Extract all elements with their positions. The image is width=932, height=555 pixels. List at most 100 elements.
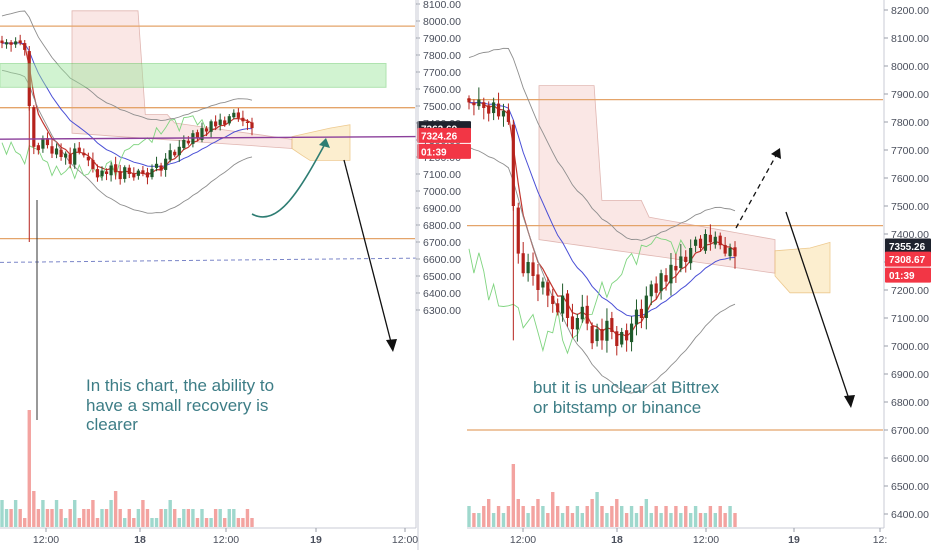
recovery-arrow-head	[319, 138, 330, 148]
volume-bar	[154, 518, 159, 527]
volume-bar	[63, 518, 68, 527]
volume-bar	[59, 509, 63, 527]
right-annotation-line-2: or bitstamp or binance	[533, 398, 701, 417]
cloud-yellow-area	[774, 241, 831, 294]
price-tick-label: 6600.00	[423, 254, 461, 266]
volume-bar	[41, 500, 45, 527]
candle-body	[95, 169, 100, 178]
price-tick-label: 7500.00	[891, 201, 929, 213]
down-arrow-line	[343, 159, 393, 347]
price-tick-label: 8000.00	[423, 16, 461, 28]
volume-bar	[27, 410, 31, 527]
candle-body	[634, 309, 639, 325]
volume-bar	[86, 509, 91, 527]
price-tick-label: 7100.00	[423, 169, 461, 181]
lagging-span	[1, 115, 207, 180]
left-candles	[0, 34, 254, 242]
candle-body	[14, 41, 18, 45]
candle-body	[585, 305, 589, 324]
volume-bar	[728, 506, 732, 527]
volume-bar	[241, 518, 245, 527]
volume-bar	[68, 509, 72, 527]
left-indicator-lines	[1, 10, 253, 214]
candle-body	[693, 239, 698, 246]
volume-bar	[82, 509, 86, 527]
candle-body	[209, 121, 213, 132]
volume-bar	[123, 518, 127, 527]
volume-bar	[526, 513, 530, 527]
price-tick-label: 8100.00	[891, 33, 929, 45]
price-tick-label: 6600.00	[891, 453, 929, 465]
volume-bar	[644, 499, 649, 527]
candle-body	[18, 40, 22, 44]
candle-body	[195, 132, 200, 139]
volume-bar	[91, 500, 95, 527]
volume-bar	[213, 509, 218, 527]
bollinger-upper	[1, 10, 253, 122]
candle-body	[86, 156, 90, 161]
time-tick-label: 19	[788, 534, 800, 546]
left-chart-panel[interactable]: In this chart, the ability to have a sma…	[0, 0, 417, 528]
left-time-axis[interactable]: 12:00 18 12:00 19 12:00	[0, 527, 418, 546]
volume-bar	[168, 500, 172, 527]
candle-body	[467, 98, 471, 103]
volume-bar	[9, 509, 13, 527]
down-arrow-head	[386, 339, 397, 352]
candle-body	[236, 112, 240, 118]
volume-bar	[232, 509, 236, 527]
volume-bar	[605, 513, 609, 527]
price-tick-label: 6700.00	[891, 425, 929, 437]
baseline-line	[1, 42, 252, 168]
price-tick-label: 6700.00	[423, 237, 461, 249]
candle-body	[200, 128, 204, 140]
candle-body	[59, 149, 63, 157]
right-chart-panel[interactable]: but it is unclear at Bittrex or bitstamp…	[467, 0, 885, 528]
price-tick-label: 6900.00	[891, 369, 929, 381]
volume-bar	[580, 513, 584, 527]
candle-body	[41, 138, 45, 149]
time-tick-label: 12:00	[510, 534, 536, 546]
volume-bar	[610, 506, 614, 527]
price-tick-label: 6300.00	[423, 305, 461, 317]
right-volume-bars	[467, 464, 737, 527]
candle-body	[501, 110, 506, 117]
left-annotation-line-1: In this chart, the ability to	[86, 376, 274, 395]
candle-body	[595, 329, 599, 342]
supply-zone-box	[0, 63, 387, 88]
candle-body	[713, 236, 717, 245]
purple-support-line	[0, 135, 417, 140]
volume-bar	[195, 518, 200, 527]
volume-bar	[127, 509, 131, 527]
candle-body	[659, 273, 663, 292]
price-tick-label: 6400.00	[423, 288, 461, 300]
volume-bar	[708, 506, 713, 527]
recovery-arrow-path	[251, 141, 327, 218]
candle-body	[610, 318, 614, 332]
time-tick-label: 19	[310, 534, 322, 546]
candle-body	[82, 152, 86, 156]
right-horizontal-levels	[467, 98, 883, 431]
volume-bar	[250, 518, 254, 527]
volume-bar	[634, 513, 639, 527]
right-time-axis[interactable]: 12:00 18 12:00 19 12:	[467, 527, 887, 546]
volume-bar	[536, 499, 540, 527]
candle-body	[649, 284, 653, 297]
price-tick-label: 8000.00	[891, 61, 929, 73]
candle-body	[214, 121, 218, 127]
price-tick-label: 6500.00	[423, 271, 461, 283]
candle-body	[708, 234, 712, 243]
candle-body	[551, 295, 555, 304]
price-tick-label: 7500.00	[423, 101, 461, 113]
volume-bar	[104, 509, 109, 527]
candle-body	[546, 282, 550, 296]
price-tick-label: 7700.00	[423, 67, 461, 79]
volume-bar	[95, 518, 100, 527]
volume-bar	[45, 509, 50, 527]
volume-bar	[467, 506, 471, 527]
volume-bar	[713, 513, 717, 527]
candle-body	[496, 103, 501, 117]
candle-body	[625, 330, 629, 341]
price-tick-label: 7100.00	[891, 313, 929, 325]
